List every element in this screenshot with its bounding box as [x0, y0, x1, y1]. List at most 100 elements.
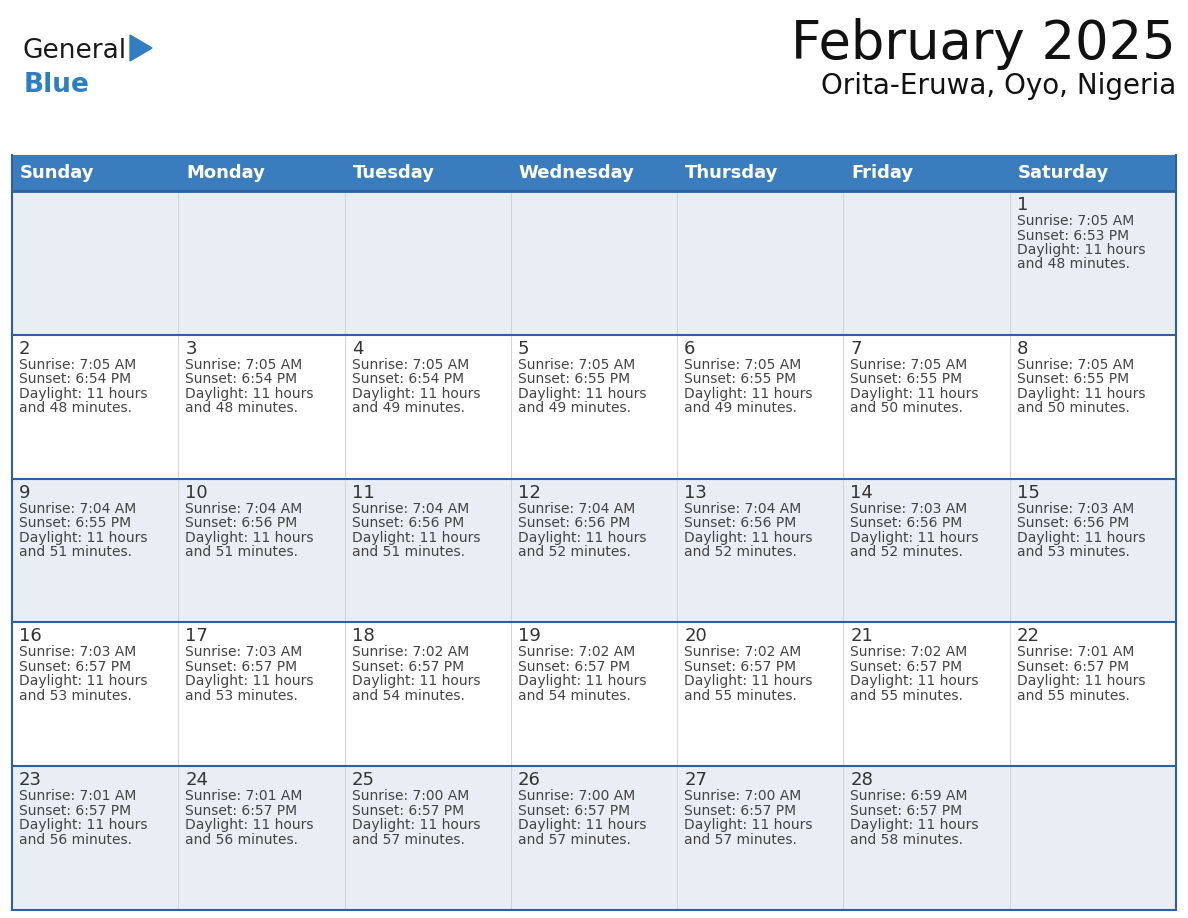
Text: Sunset: 6:54 PM: Sunset: 6:54 PM: [352, 373, 463, 386]
Bar: [345, 478, 511, 622]
Text: 1: 1: [1017, 196, 1028, 214]
Text: Sunrise: 6:59 AM: Sunrise: 6:59 AM: [851, 789, 968, 803]
Text: Sunset: 6:57 PM: Sunset: 6:57 PM: [352, 803, 463, 818]
Text: Sunset: 6:57 PM: Sunset: 6:57 PM: [19, 803, 131, 818]
Text: Daylight: 11 hours: Daylight: 11 hours: [851, 675, 979, 688]
Text: and 55 minutes.: and 55 minutes.: [851, 688, 963, 703]
Text: 16: 16: [19, 627, 42, 645]
Text: 5: 5: [518, 340, 530, 358]
Text: and 48 minutes.: and 48 minutes.: [185, 401, 298, 415]
Text: Sunrise: 7:04 AM: Sunrise: 7:04 AM: [185, 501, 303, 516]
Text: Sunday: Sunday: [20, 164, 95, 182]
Text: Sunrise: 7:05 AM: Sunrise: 7:05 AM: [1017, 358, 1135, 372]
Text: 22: 22: [1017, 627, 1040, 645]
Text: Blue: Blue: [24, 72, 90, 98]
Text: Sunrise: 7:03 AM: Sunrise: 7:03 AM: [851, 501, 968, 516]
Bar: [843, 191, 1010, 335]
Bar: [511, 767, 677, 910]
Text: Daylight: 11 hours: Daylight: 11 hours: [518, 818, 646, 833]
Bar: [1010, 767, 1176, 910]
Text: Sunset: 6:55 PM: Sunset: 6:55 PM: [851, 373, 962, 386]
Bar: [345, 335, 511, 478]
Bar: [677, 335, 843, 478]
Text: Daylight: 11 hours: Daylight: 11 hours: [518, 531, 646, 544]
Bar: [178, 622, 345, 767]
Text: and 54 minutes.: and 54 minutes.: [352, 688, 465, 703]
Bar: [12, 767, 178, 910]
Text: 11: 11: [352, 484, 374, 501]
Text: 9: 9: [19, 484, 31, 501]
Bar: [677, 767, 843, 910]
Text: 19: 19: [518, 627, 541, 645]
Text: Sunset: 6:53 PM: Sunset: 6:53 PM: [1017, 229, 1129, 242]
Text: Daylight: 11 hours: Daylight: 11 hours: [684, 818, 813, 833]
Bar: [677, 191, 843, 335]
Bar: [1010, 155, 1176, 191]
Bar: [511, 478, 677, 622]
Text: Sunrise: 7:03 AM: Sunrise: 7:03 AM: [19, 645, 137, 659]
Text: 3: 3: [185, 340, 197, 358]
Text: Sunset: 6:57 PM: Sunset: 6:57 PM: [352, 660, 463, 674]
Text: Sunrise: 7:00 AM: Sunrise: 7:00 AM: [518, 789, 636, 803]
Text: 8: 8: [1017, 340, 1028, 358]
Text: 12: 12: [518, 484, 541, 501]
Text: Daylight: 11 hours: Daylight: 11 hours: [851, 386, 979, 401]
Text: Daylight: 11 hours: Daylight: 11 hours: [352, 531, 480, 544]
Text: Sunset: 6:54 PM: Sunset: 6:54 PM: [185, 373, 297, 386]
Text: and 49 minutes.: and 49 minutes.: [352, 401, 465, 415]
Text: Daylight: 11 hours: Daylight: 11 hours: [518, 386, 646, 401]
Text: and 53 minutes.: and 53 minutes.: [19, 688, 132, 703]
Text: and 51 minutes.: and 51 minutes.: [352, 545, 465, 559]
Text: Sunrise: 7:04 AM: Sunrise: 7:04 AM: [684, 501, 802, 516]
Text: February 2025: February 2025: [791, 18, 1176, 70]
Text: 27: 27: [684, 771, 707, 789]
Text: Sunset: 6:56 PM: Sunset: 6:56 PM: [684, 516, 796, 530]
Text: Monday: Monday: [187, 164, 265, 182]
Text: and 57 minutes.: and 57 minutes.: [684, 833, 797, 846]
Text: Sunrise: 7:02 AM: Sunrise: 7:02 AM: [352, 645, 469, 659]
Text: and 57 minutes.: and 57 minutes.: [352, 833, 465, 846]
Bar: [345, 622, 511, 767]
Text: Daylight: 11 hours: Daylight: 11 hours: [1017, 531, 1145, 544]
Text: Sunset: 6:57 PM: Sunset: 6:57 PM: [518, 660, 630, 674]
Text: Daylight: 11 hours: Daylight: 11 hours: [185, 386, 314, 401]
Text: Sunset: 6:57 PM: Sunset: 6:57 PM: [1017, 660, 1129, 674]
Text: Daylight: 11 hours: Daylight: 11 hours: [352, 675, 480, 688]
Text: 21: 21: [851, 627, 873, 645]
Bar: [843, 767, 1010, 910]
Text: Sunset: 6:55 PM: Sunset: 6:55 PM: [19, 516, 131, 530]
Text: and 56 minutes.: and 56 minutes.: [185, 833, 298, 846]
Bar: [12, 191, 178, 335]
Text: Sunset: 6:55 PM: Sunset: 6:55 PM: [518, 373, 630, 386]
Text: and 52 minutes.: and 52 minutes.: [684, 545, 797, 559]
Text: Sunset: 6:56 PM: Sunset: 6:56 PM: [1017, 516, 1129, 530]
Text: and 55 minutes.: and 55 minutes.: [684, 688, 797, 703]
Text: 28: 28: [851, 771, 873, 789]
Bar: [1010, 478, 1176, 622]
Text: Sunrise: 7:01 AM: Sunrise: 7:01 AM: [185, 789, 303, 803]
Bar: [1010, 335, 1176, 478]
Text: Thursday: Thursday: [685, 164, 778, 182]
Bar: [511, 335, 677, 478]
Text: and 48 minutes.: and 48 minutes.: [1017, 258, 1130, 272]
Bar: [12, 478, 178, 622]
Text: Sunrise: 7:02 AM: Sunrise: 7:02 AM: [684, 645, 802, 659]
Text: and 49 minutes.: and 49 minutes.: [518, 401, 631, 415]
Text: and 57 minutes.: and 57 minutes.: [518, 833, 631, 846]
Text: 2: 2: [19, 340, 31, 358]
Bar: [1010, 191, 1176, 335]
Text: Sunset: 6:56 PM: Sunset: 6:56 PM: [352, 516, 463, 530]
Text: Sunrise: 7:05 AM: Sunrise: 7:05 AM: [185, 358, 303, 372]
Text: Sunrise: 7:01 AM: Sunrise: 7:01 AM: [1017, 645, 1135, 659]
Polygon shape: [129, 35, 152, 61]
Text: and 50 minutes.: and 50 minutes.: [851, 401, 963, 415]
Text: Sunrise: 7:04 AM: Sunrise: 7:04 AM: [518, 501, 636, 516]
Text: Sunset: 6:56 PM: Sunset: 6:56 PM: [851, 516, 962, 530]
Text: Sunset: 6:57 PM: Sunset: 6:57 PM: [185, 803, 297, 818]
Text: and 54 minutes.: and 54 minutes.: [518, 688, 631, 703]
Text: and 50 minutes.: and 50 minutes.: [1017, 401, 1130, 415]
Bar: [677, 155, 843, 191]
Text: Sunset: 6:55 PM: Sunset: 6:55 PM: [684, 373, 796, 386]
Text: Sunrise: 7:05 AM: Sunrise: 7:05 AM: [352, 358, 469, 372]
Text: Sunrise: 7:05 AM: Sunrise: 7:05 AM: [518, 358, 636, 372]
